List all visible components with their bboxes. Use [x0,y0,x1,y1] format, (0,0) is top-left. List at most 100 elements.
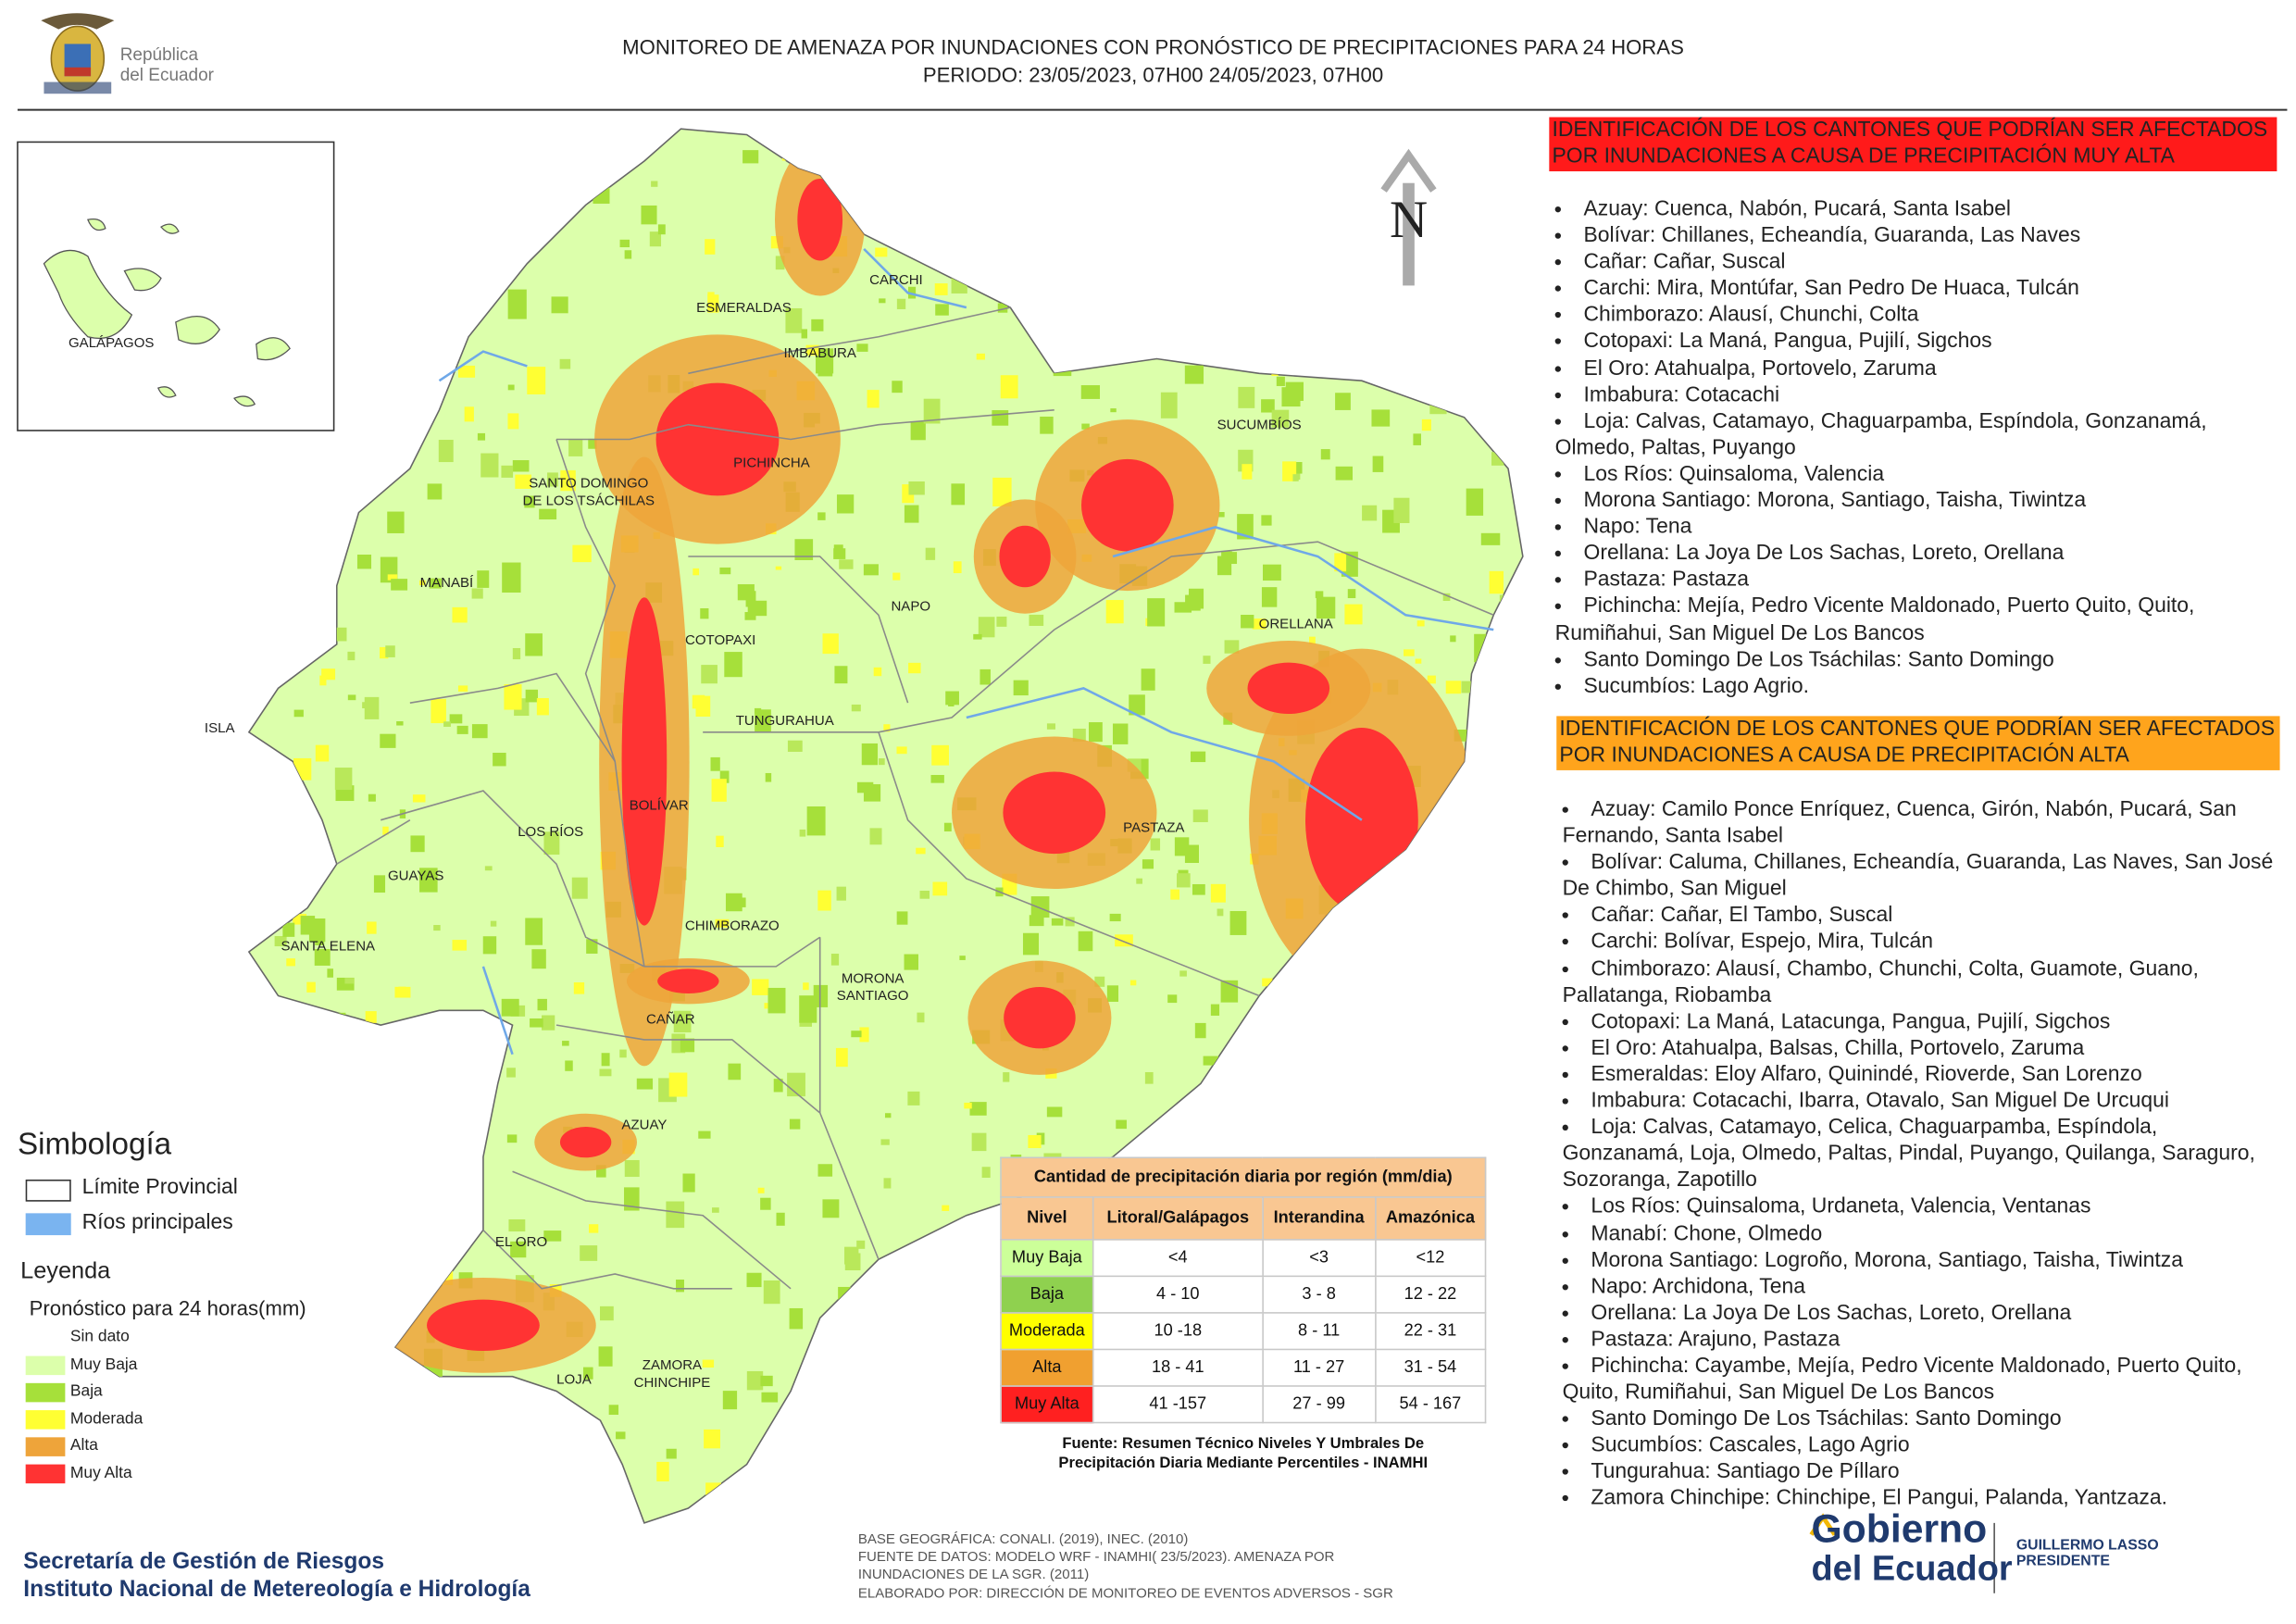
speckle [985,1487,999,1507]
speckle [789,1118,801,1130]
speckle [892,381,903,394]
speckle [767,987,786,1014]
speckle [964,1102,972,1109]
speckle [1129,1475,1148,1501]
speckle [973,633,982,640]
speckle [816,348,834,374]
speckle [1026,1494,1045,1523]
speckle [932,881,948,896]
speckle [573,981,585,994]
speckle [494,140,503,145]
speckle [1252,618,1267,630]
speckle [410,1405,426,1425]
speckle [1332,341,1352,367]
speckle [1144,1071,1154,1084]
speckle [836,494,855,514]
speckle [438,1016,447,1028]
speckle [427,483,443,500]
speckle [1203,1056,1219,1066]
canton-item: Cotopaxi: La Maná, Latacunga, Pangua, Pu… [1563,1008,2283,1035]
speckle [1278,1484,1286,1497]
speckle [1404,649,1415,656]
speckle [367,921,377,934]
speckle [1395,1061,1412,1074]
speckle [707,294,719,313]
speckle [1491,702,1504,711]
speckle [504,684,522,710]
north-arrow [1380,148,1437,286]
speckle [501,465,514,478]
speckle [799,995,817,1023]
speckle [1261,399,1275,413]
speckle [1262,978,1273,987]
very-high-area [797,178,843,261]
speckle [1030,896,1050,918]
speckle [477,570,490,588]
org-name: Instituto Nacional de Metereología e Hid… [23,1577,530,1603]
canton-item: Imbabura: Cotacachi [1555,381,2280,408]
speckle [859,179,874,194]
speckle [1205,306,1217,321]
canton-item: Azuay: Cuenca, Nabón, Pucará, Santa Isab… [1555,196,2280,223]
speckle [755,709,771,733]
speckle [321,668,336,681]
speckle [586,939,598,954]
north-label: N [1389,190,1429,249]
speckle [908,481,925,495]
speckle [1203,656,1211,664]
map-label: EL ORO [494,1234,548,1251]
legend-swatch [25,1437,66,1456]
legend-swatches [25,1329,66,1484]
speckle [1222,552,1238,565]
gov-logo: Gobierno del Ecuador [1811,1508,2012,1591]
speckle [1110,408,1117,413]
speckle [404,411,416,421]
speckle [856,344,868,352]
speckle [515,474,531,489]
speckle [880,1411,896,1433]
very-high-area [999,525,1051,588]
logo-line: República [119,44,199,65]
speckle [1441,1490,1457,1511]
level-cell: Moderada [1000,1312,1094,1351]
speckle [887,1468,905,1488]
speckle [1459,314,1469,324]
speckle [1210,883,1226,903]
speckle [1189,588,1204,609]
canton-item: Manabí: Chone, Olmedo [1563,1220,2283,1247]
speckle [1242,464,1253,480]
speckle [884,1113,892,1118]
speckle [373,875,386,893]
speckle [488,1476,503,1494]
speckle [429,578,442,589]
logo-text: República del Ecuador [120,44,214,84]
speckle [1504,1053,1519,1072]
speckle [746,1370,764,1391]
speckle [817,512,826,520]
table-header: Nivel [1000,1196,1094,1241]
canton-item: Morona Santiago: Logroño, Morona, Santia… [1563,1247,2283,1274]
speckle [719,567,731,575]
speckle [1474,633,1492,663]
speckle [1046,723,1055,730]
speckle [450,1191,463,1211]
map-label: AZUAY [621,1117,668,1134]
legend-swatch [25,1410,66,1430]
speckle [1087,183,1095,190]
speckle [1445,681,1462,694]
president-title: PRESIDENTE [2015,1554,2110,1570]
speckle [862,1278,879,1296]
speckle [1298,1472,1309,1485]
speckle [507,413,519,430]
speckle [411,237,430,262]
speckle [1105,600,1124,624]
canton-item: El Oro: Atahualpa, Balsas, Chilla, Porto… [1563,1035,2283,1062]
speckle [1461,681,1474,693]
speckle [1511,478,1523,492]
very-high-area [1081,458,1174,552]
speckle [1147,598,1166,627]
speckle [1170,889,1180,900]
speckle [959,956,966,960]
speckle [1476,787,1484,796]
